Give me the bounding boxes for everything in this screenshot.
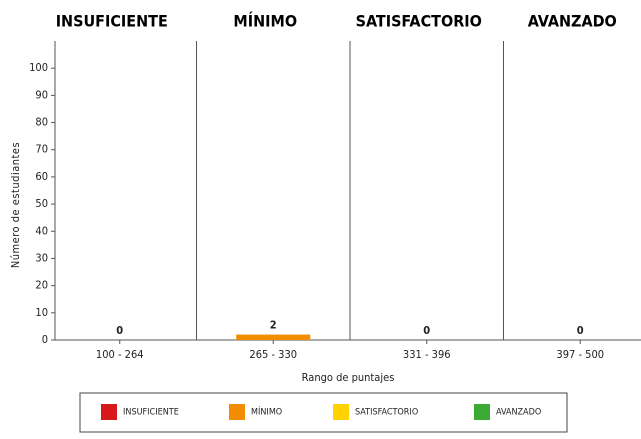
y-tick-label: 20 [35, 279, 48, 292]
value-label: 0 [577, 324, 584, 337]
y-axis-label: Número de estudiantes [9, 142, 22, 268]
y-tick-label: 90 [35, 88, 48, 101]
value-label: 0 [116, 324, 123, 337]
legend-label: SATISFACTORIO [355, 408, 418, 418]
y-tick-label: 100 [29, 61, 48, 74]
legend-swatch [474, 404, 490, 420]
level-header: MÍNIMO [233, 12, 297, 31]
x-tick-label: 397 - 500 [556, 348, 604, 361]
y-tick-label: 80 [35, 116, 48, 129]
legend-box [79, 392, 568, 433]
x-tick-label: 331 - 396 [403, 348, 451, 361]
y-tick-label: 10 [35, 306, 48, 319]
x-tick-label: 100 - 264 [96, 348, 144, 361]
level-header: INSUFICIENTE [56, 12, 168, 31]
legend-label: INSUFICIENTE [123, 408, 179, 418]
legend-swatch [333, 404, 349, 420]
x-tick-label: 265 - 330 [249, 348, 297, 361]
level-header: AVANZADO [528, 12, 617, 31]
x-axis-label: Rango de puntajes [302, 371, 395, 384]
level-header: SATISFACTORIO [356, 12, 482, 31]
bar [236, 334, 311, 340]
y-tick-label: 50 [35, 197, 48, 210]
y-tick-label: 70 [35, 143, 48, 156]
y-tick-label: 0 [42, 333, 48, 346]
value-label: 2 [270, 319, 277, 332]
legend-swatch [101, 404, 117, 420]
legend-label: AVANZADO [496, 408, 541, 418]
y-tick-label: 40 [35, 224, 48, 237]
value-label: 0 [423, 324, 430, 337]
y-tick-label: 60 [35, 170, 48, 183]
legend-label: MÍNIMO [251, 406, 282, 418]
legend-swatch [229, 404, 245, 420]
y-tick-label: 30 [35, 251, 48, 264]
